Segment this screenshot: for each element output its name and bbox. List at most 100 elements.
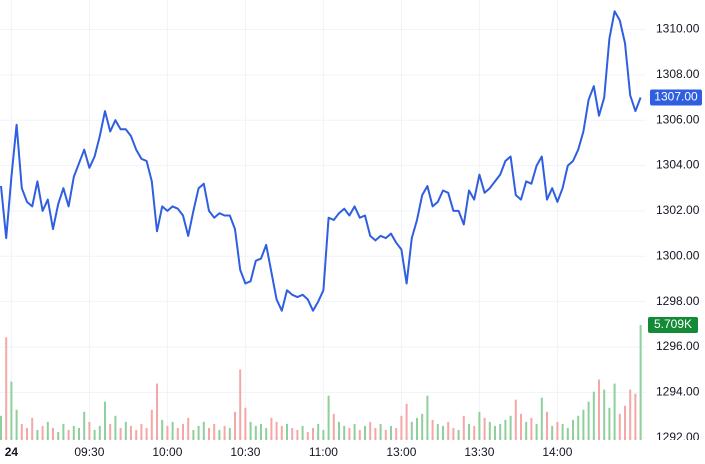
y-tick-label: 1302.00 [656, 203, 700, 217]
volume-bar [395, 427, 398, 440]
y-tick-label: 1296.00 [656, 339, 700, 353]
volume-bar [208, 427, 210, 440]
volume-bar [291, 427, 294, 440]
volume-bar [577, 415, 580, 440]
volume-bar [67, 429, 70, 440]
x-tick-label: 14:00 [542, 445, 572, 459]
volume-bar [260, 423, 262, 440]
volume-bar [317, 423, 320, 440]
volume-bar [83, 411, 86, 440]
volume-bar [556, 421, 559, 440]
volume-bar [114, 415, 117, 440]
volume-bar [93, 429, 96, 440]
volume-bar [161, 419, 164, 440]
volume-bar [124, 421, 127, 440]
volume-bar [197, 425, 200, 440]
volume-bar [10, 381, 13, 440]
volume-bar [468, 423, 470, 440]
volume-bar [130, 425, 132, 440]
volume-bar [36, 429, 39, 440]
x-tick-label: 13:30 [464, 445, 494, 459]
volume-bar [634, 393, 637, 440]
volume-bar [421, 413, 424, 440]
volume-bar [618, 413, 621, 440]
volume-bar [338, 421, 340, 440]
x-tick-label: 10:00 [152, 445, 182, 459]
last-price-tag [650, 89, 702, 106]
volume-bar [213, 423, 216, 440]
volume-bar [379, 423, 382, 440]
volume-bar [234, 411, 236, 440]
volume-bar [348, 427, 351, 440]
volume-bar [265, 427, 268, 440]
volume-bar [364, 425, 366, 440]
volume-bar [182, 423, 184, 440]
volume-bar [104, 401, 106, 440]
volume-bar [109, 423, 112, 440]
volume-bar [0, 415, 2, 440]
volume-bar [20, 423, 23, 440]
volume-bar [306, 431, 309, 440]
volume-bar [176, 427, 179, 440]
volume-bar [525, 421, 528, 440]
volume-bar [218, 429, 221, 440]
volume-bar [98, 425, 101, 440]
volume-bar [223, 425, 226, 440]
volume-bar [228, 427, 231, 440]
x-tick-label: 09:30 [74, 445, 104, 459]
volume-bar [374, 427, 377, 440]
volume-bar [119, 427, 122, 440]
volume-bar [546, 411, 548, 440]
volume-bar [275, 421, 278, 440]
y-tick-label: 1304.00 [656, 158, 700, 172]
volume-tag [648, 317, 698, 333]
volume-bar [572, 419, 574, 440]
volume-bar [452, 427, 455, 440]
volume-bar [46, 421, 49, 440]
y-tick-label: 1294.00 [656, 385, 700, 399]
volume-bar [57, 431, 60, 440]
volume-bar [473, 425, 476, 440]
volume-bar [592, 391, 595, 440]
volume-bar [608, 407, 611, 440]
volume-bar [145, 427, 148, 440]
volume-label: 5.709K [654, 317, 692, 331]
volume-bar [587, 401, 590, 440]
volume-bar [327, 395, 330, 440]
volume-bar [52, 427, 54, 440]
volume-bar [72, 425, 75, 440]
y-tick-label: 1308.00 [656, 67, 700, 81]
volume-bar [509, 415, 512, 440]
volume-bar [301, 425, 304, 440]
y-tick-label: 1300.00 [656, 248, 700, 262]
volume-bar [499, 423, 502, 440]
volume-bar [639, 325, 642, 440]
volume-bar [442, 425, 444, 440]
volume-bar [239, 369, 242, 440]
volume-bar [15, 409, 18, 440]
volume-bar [551, 425, 554, 440]
y-tick-label: 1310.00 [656, 22, 700, 36]
volume-bar [431, 419, 434, 440]
volume-bar [26, 427, 28, 440]
volume-bar [514, 399, 517, 440]
volume-bar [410, 421, 413, 440]
volume-bar [447, 421, 450, 440]
volume-bar [150, 409, 153, 440]
volume-bar [535, 423, 538, 440]
volume-bar [322, 429, 325, 440]
last-price-label: 1307.00 [654, 90, 698, 104]
volume-bar [598, 379, 600, 440]
volume-bar [332, 413, 335, 440]
volume-bar [202, 421, 205, 440]
volume-bar [384, 429, 387, 440]
volume-bar [613, 383, 616, 440]
volume-bar [41, 425, 44, 440]
volume-bar [31, 417, 34, 440]
volume-bar [369, 421, 372, 440]
volume-bar [561, 423, 564, 440]
volume-bar [504, 419, 507, 440]
x-tick-label: 10:30 [230, 445, 260, 459]
price-line [0, 10, 642, 312]
volume-bar [156, 383, 158, 440]
